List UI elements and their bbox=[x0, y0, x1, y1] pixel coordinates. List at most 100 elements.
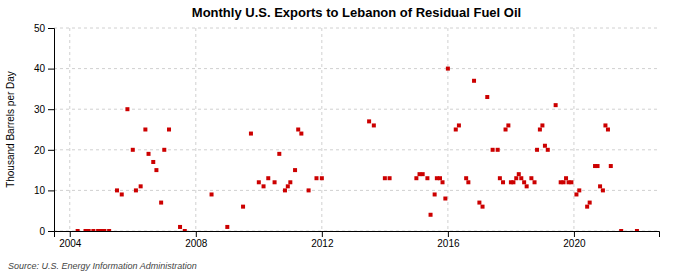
point bbox=[131, 148, 135, 152]
point bbox=[574, 192, 578, 196]
point bbox=[134, 188, 138, 192]
x-tick-mark bbox=[70, 231, 71, 237]
point bbox=[454, 128, 458, 132]
chart: 2004200820122016202001020304050Monthly U… bbox=[0, 0, 675, 275]
point bbox=[283, 188, 287, 192]
y-axis-title: Thousand Barrels per Day bbox=[5, 71, 16, 188]
point bbox=[241, 205, 245, 209]
point bbox=[139, 184, 143, 188]
y-grid-line bbox=[54, 109, 659, 110]
x-tick-label: 2020 bbox=[563, 238, 586, 249]
point bbox=[446, 67, 450, 71]
x-grid-line bbox=[195, 28, 196, 231]
point bbox=[585, 205, 589, 209]
point bbox=[433, 192, 437, 196]
y-tick-mark bbox=[48, 109, 54, 110]
point bbox=[504, 128, 508, 132]
point bbox=[286, 184, 290, 188]
grid bbox=[54, 28, 659, 231]
point bbox=[533, 180, 537, 184]
point bbox=[564, 176, 568, 180]
point bbox=[102, 229, 106, 231]
y-tick: 30 bbox=[34, 104, 54, 115]
point bbox=[225, 225, 229, 229]
point bbox=[383, 176, 387, 180]
point bbox=[522, 180, 526, 184]
x-tick-mark bbox=[574, 231, 575, 237]
point bbox=[266, 176, 270, 180]
point bbox=[603, 123, 607, 127]
y-tick-mark bbox=[48, 28, 54, 29]
point bbox=[601, 188, 605, 192]
point bbox=[162, 148, 166, 152]
x-axis-line bbox=[55, 232, 660, 238]
x-grid-line bbox=[447, 28, 448, 231]
y-tick: 10 bbox=[34, 185, 54, 196]
point bbox=[554, 103, 558, 107]
point bbox=[514, 176, 518, 180]
point bbox=[546, 148, 550, 152]
y-grid-line bbox=[54, 149, 659, 150]
source-note: Source: U.S. Energy Information Administ… bbox=[8, 261, 197, 271]
x-grid-line bbox=[69, 28, 70, 231]
point bbox=[125, 107, 129, 111]
point bbox=[506, 123, 510, 127]
point bbox=[159, 201, 163, 205]
point bbox=[519, 176, 523, 180]
point bbox=[372, 123, 376, 127]
y-tick-mark bbox=[48, 69, 54, 70]
point bbox=[485, 95, 489, 99]
point bbox=[299, 132, 303, 136]
point bbox=[147, 152, 151, 156]
point bbox=[91, 229, 95, 231]
y-tick-mark bbox=[48, 231, 54, 232]
point bbox=[496, 148, 500, 152]
x-tick-mark bbox=[196, 231, 197, 237]
y-tick-label: 10 bbox=[34, 185, 46, 196]
point bbox=[277, 152, 281, 156]
x-tick: 2004 bbox=[59, 231, 82, 249]
point bbox=[457, 123, 461, 127]
point bbox=[443, 197, 447, 201]
x-tick-mark bbox=[448, 231, 449, 237]
point bbox=[511, 180, 515, 184]
y-tick-label: 50 bbox=[34, 23, 46, 34]
y-tick-mark bbox=[48, 190, 54, 191]
y-tick: 50 bbox=[34, 23, 54, 34]
point bbox=[606, 128, 610, 132]
point bbox=[596, 164, 600, 168]
point bbox=[107, 229, 111, 231]
point bbox=[598, 184, 602, 188]
point bbox=[535, 148, 539, 152]
point bbox=[472, 79, 476, 83]
y-tick-label: 30 bbox=[34, 104, 46, 115]
point bbox=[562, 180, 566, 184]
x-tick: 2008 bbox=[185, 231, 208, 249]
point bbox=[151, 160, 155, 164]
point bbox=[577, 188, 581, 192]
point bbox=[154, 168, 158, 172]
y-tick: 20 bbox=[34, 145, 54, 156]
point bbox=[466, 180, 470, 184]
x-grid-line bbox=[573, 28, 574, 231]
point bbox=[441, 180, 445, 184]
point bbox=[438, 176, 442, 180]
point bbox=[314, 176, 318, 180]
point bbox=[307, 188, 311, 192]
point bbox=[429, 213, 433, 217]
point bbox=[210, 192, 214, 196]
y-tick-label: 40 bbox=[34, 63, 46, 74]
point bbox=[87, 229, 91, 231]
x-tick-mark bbox=[322, 231, 323, 237]
x-tick-label: 2004 bbox=[59, 238, 82, 249]
point bbox=[543, 144, 547, 148]
point bbox=[517, 172, 521, 176]
point bbox=[320, 176, 324, 180]
points bbox=[76, 67, 639, 231]
point bbox=[257, 180, 261, 184]
point bbox=[183, 229, 187, 231]
x-grid-line bbox=[321, 28, 322, 231]
point bbox=[529, 176, 533, 180]
y-grid-line bbox=[54, 190, 659, 191]
point bbox=[414, 176, 418, 180]
